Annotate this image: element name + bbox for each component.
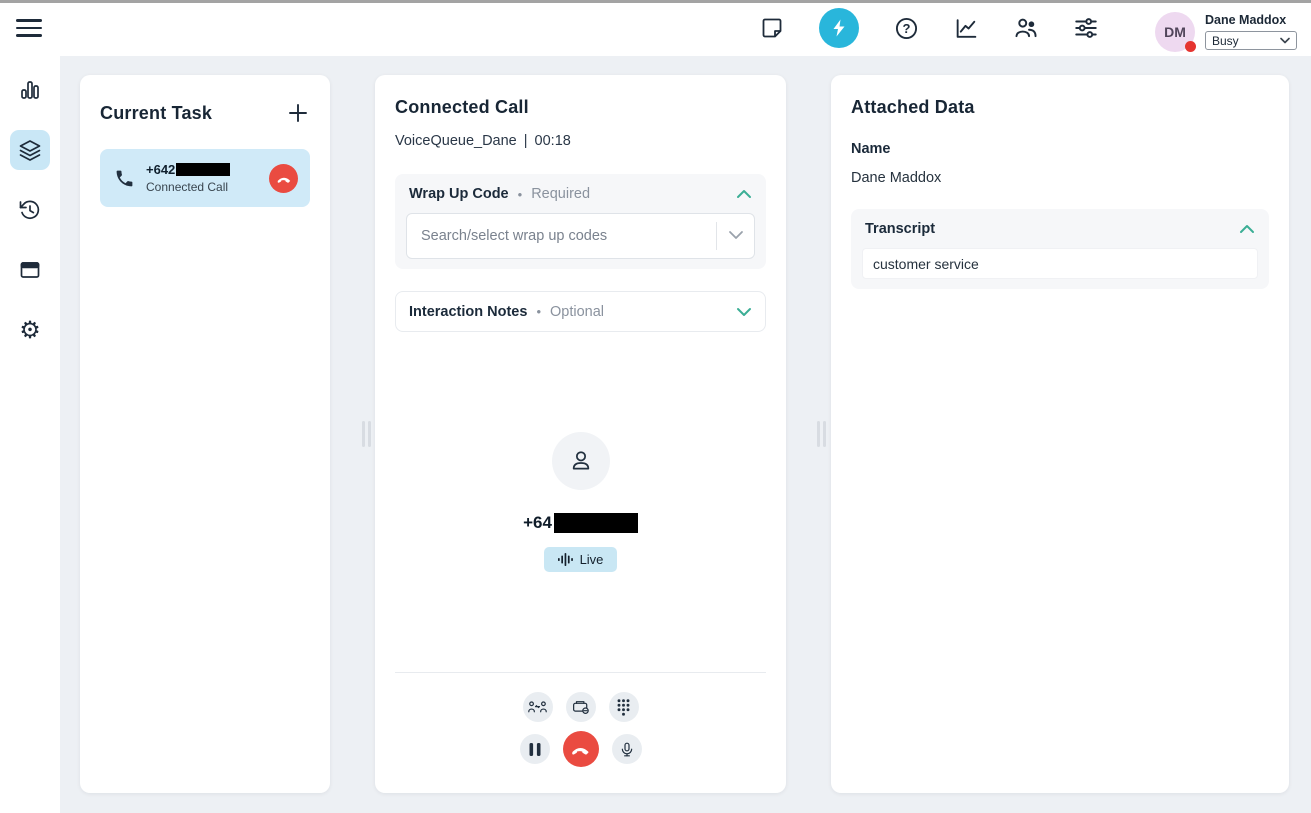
contact-avatar	[551, 432, 610, 490]
dialpad-icon	[617, 699, 630, 716]
queue-name: VoiceQueue_Dane	[395, 133, 517, 149]
voicemail-button[interactable]	[565, 692, 596, 722]
sliders-icon[interactable]	[1073, 15, 1099, 41]
user-initials: DM	[1164, 24, 1186, 40]
contact-display: +64 Live	[395, 332, 766, 672]
help-icon[interactable]: ?	[893, 15, 919, 41]
wrap-up-required-tag: Required	[531, 186, 591, 202]
connected-call-panel: Connected Call VoiceQueue_Dane | 00:18 W…	[375, 75, 786, 793]
controls-divider	[395, 672, 766, 673]
transcript-label: Transcript	[865, 221, 936, 237]
end-call-icon	[277, 177, 290, 183]
user-menu[interactable]: DM Dane Maddox Busy	[1155, 4, 1297, 52]
analytics-icon[interactable]	[953, 15, 979, 41]
end-call-button-small[interactable]	[269, 163, 298, 193]
hold-icon	[529, 742, 540, 756]
window-icon	[20, 262, 40, 278]
wrap-up-label: Wrap Up Code	[409, 186, 509, 202]
dialpad-button[interactable]	[608, 692, 639, 722]
user-name: Dane Maddox	[1205, 13, 1287, 27]
history-icon	[19, 200, 40, 219]
user-avatar[interactable]: DM	[1155, 12, 1196, 52]
wrap-up-header[interactable]: Wrap Up Code • Required	[406, 184, 755, 204]
input-divider	[716, 222, 717, 250]
mute-icon	[621, 742, 632, 756]
notes-icon[interactable]	[759, 15, 785, 41]
transfer-button[interactable]	[522, 692, 553, 722]
transcript-header[interactable]: Transcript	[862, 219, 1258, 239]
status-select[interactable]: Busy	[1205, 31, 1297, 50]
sidebar-item-windows[interactable]	[10, 250, 50, 290]
redacted-number	[176, 163, 231, 176]
sidebar-item-dashboard[interactable]	[10, 70, 50, 110]
hold-button[interactable]	[519, 734, 550, 764]
svg-text:?: ?	[902, 21, 910, 36]
live-label: Live	[579, 552, 604, 567]
notes-optional-tag: Optional	[550, 303, 605, 320]
attached-data-panel: Attached Data Name Dane Maddox Transcrip…	[831, 75, 1289, 793]
end-call-button[interactable]	[562, 731, 599, 767]
voicemail-device-icon	[572, 701, 589, 714]
name-value: Dane Maddox	[851, 170, 942, 186]
attached-data-title: Attached Data	[851, 97, 975, 117]
live-badge: Live	[543, 547, 618, 572]
interaction-notes-header[interactable]: Interaction Notes • Optional	[395, 291, 766, 332]
call-status: Connected Call	[146, 180, 229, 194]
current-task-title: Current Task	[100, 102, 213, 123]
bullet-separator: •	[536, 304, 541, 319]
contact-number-prefix: +64	[523, 513, 552, 532]
interaction-notes-label: Interaction Notes	[409, 303, 528, 320]
call-number-prefix: +642	[146, 162, 176, 177]
panel-resize-handle[interactable]	[817, 421, 826, 447]
sidebar-item-history[interactable]	[10, 190, 50, 230]
chevron-up-icon[interactable]	[1239, 224, 1255, 234]
layers-icon	[19, 140, 41, 161]
contacts-icon[interactable]	[1013, 15, 1039, 41]
panel-resize-handle[interactable]	[362, 421, 371, 447]
name-label: Name	[851, 141, 891, 157]
add-task-button[interactable]	[286, 101, 310, 125]
call-queue-line: VoiceQueue_Dane | 00:18	[395, 133, 766, 149]
top-bar: ?	[0, 0, 1311, 56]
queue-separator: |	[523, 133, 528, 149]
sidebar-item-settings[interactable]: ⚙	[10, 310, 50, 350]
end-call-icon	[572, 748, 589, 755]
gear-icon: ⚙	[19, 316, 41, 344]
hamburger-icon[interactable]	[16, 16, 44, 40]
flash-icon[interactable]	[819, 8, 859, 48]
redacted-number	[553, 513, 638, 533]
mute-button[interactable]	[611, 734, 642, 764]
call-timer: 00:18	[534, 133, 571, 149]
left-sidebar: ⚙	[0, 0, 60, 813]
plus-icon	[289, 104, 307, 122]
current-task-panel: Current Task +642 Connected Call	[80, 75, 330, 793]
bar-chart-icon	[21, 81, 39, 99]
wrap-up-section: Wrap Up Code • Required	[395, 174, 766, 269]
call-controls	[395, 692, 766, 771]
sidebar-item-tasks[interactable]	[10, 130, 50, 170]
person-icon	[572, 451, 589, 470]
busy-status-dot	[1185, 41, 1196, 52]
transcript-section: Transcript customer service	[851, 209, 1269, 289]
header-actions: ?	[759, 0, 1297, 56]
chevron-down-icon[interactable]	[736, 307, 752, 317]
chevron-up-icon[interactable]	[736, 189, 752, 199]
waveform-icon	[557, 553, 573, 566]
transfer-icon	[528, 701, 547, 713]
active-call-card[interactable]: +642 Connected Call	[100, 149, 310, 207]
bullet-separator: •	[517, 186, 523, 202]
wrap-up-search-input[interactable]	[406, 213, 755, 259]
chevron-down-icon	[1280, 37, 1290, 44]
transcript-value: customer service	[862, 248, 1258, 279]
phone-icon	[116, 170, 133, 186]
status-value: Busy	[1212, 33, 1239, 48]
connected-call-title: Connected Call	[395, 97, 529, 117]
top-strip	[0, 0, 1311, 3]
dropdown-chevron-icon[interactable]	[728, 227, 744, 245]
